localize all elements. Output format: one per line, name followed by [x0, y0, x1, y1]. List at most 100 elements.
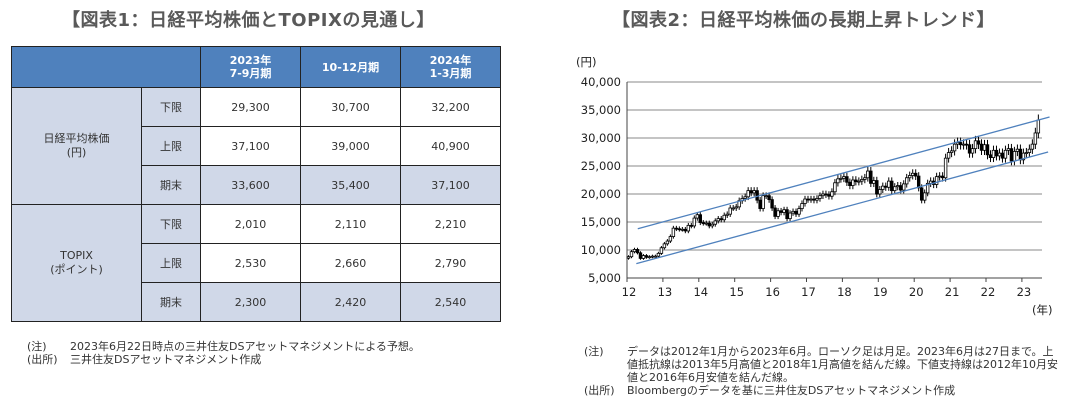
candle-body: [671, 227, 676, 237]
candle-body: [973, 140, 978, 150]
candle-body: [719, 218, 723, 221]
candle-body: [952, 143, 957, 152]
y-tick-label: 5,000: [588, 271, 621, 285]
candle-body: [644, 255, 649, 258]
candle-body: [686, 224, 691, 232]
row-label: 上限: [141, 126, 201, 166]
x-tick-label: 19: [873, 285, 888, 299]
candle-body: [937, 175, 942, 178]
trendline: [636, 151, 1049, 265]
candle-body: [836, 178, 840, 184]
candle-body: [713, 220, 717, 225]
x-tick-label: 12: [622, 285, 637, 299]
table-row: 上限 2,530 2,660 2,790: [12, 243, 501, 283]
note-text: 2023年6月22日時点の三井住友DSアセットマネジメントによる予想。: [70, 340, 420, 353]
header-q3-2023: 2023年 7-9月期: [200, 46, 301, 88]
table-notes: (注) 2023年6月22日時点の三井住友DSアセットマネジメントによる予想。 (…: [27, 340, 420, 366]
candle-body: [731, 207, 735, 210]
candle-body: [650, 255, 655, 258]
candle-body: [761, 195, 765, 209]
candle-body: [863, 177, 867, 180]
table-cell: 2,110: [300, 204, 401, 244]
table-cell: 37,100: [400, 165, 501, 205]
y-tick-label: 30,000: [581, 131, 621, 145]
candle-body: [755, 190, 759, 201]
y-tick-label: 40,000: [581, 75, 621, 89]
candle-body: [869, 170, 873, 184]
x-tick-label: 18: [837, 285, 852, 299]
table-cell: 35,400: [300, 165, 401, 205]
y-tick-label: 10,000: [581, 243, 621, 257]
candle-body: [916, 175, 921, 189]
table-cell: 2,420: [300, 282, 401, 322]
candle-body: [1030, 143, 1035, 150]
candle-body: [1009, 148, 1014, 162]
candle-body: [881, 185, 885, 190]
header-line: 2023年: [229, 54, 272, 67]
candle-body: [842, 176, 846, 179]
table-cell: 2,300: [200, 282, 301, 322]
candle-body: [1003, 149, 1008, 159]
candle-body: [725, 213, 729, 216]
candle-body: [788, 212, 792, 220]
candle-body: [665, 240, 670, 245]
table-cell: 2,790: [400, 243, 501, 283]
candle-body: [701, 222, 705, 224]
note-key: (注): [27, 340, 47, 353]
source-text: Bloombergのデータを基に三井住友DSアセットマネジメント作成: [627, 384, 956, 397]
candle-body: [692, 217, 697, 227]
candle-body: [1000, 152, 1005, 159]
candle-body: [1027, 148, 1032, 153]
table-cell: 32,200: [400, 87, 501, 127]
source-key: (出所): [584, 384, 615, 397]
table-cell: 2,660: [300, 243, 401, 283]
candle-body: [824, 193, 828, 196]
candle-body: [704, 222, 708, 225]
x-tick-label: 15: [729, 285, 744, 299]
candle-body: [908, 175, 912, 179]
candle-body: [913, 172, 918, 177]
outlook-table: 2023年 7-9月期 10-12月期 2024年 1-3月期 日経平均株価 (円) 下…: [11, 46, 501, 322]
x-tick-label: 21: [945, 285, 960, 299]
row-label: 上限: [141, 243, 201, 283]
candle-body: [770, 199, 774, 209]
candle-body: [662, 243, 667, 249]
candle-body: [689, 224, 694, 227]
table-cell: 2,010: [200, 204, 301, 244]
table-cell: 29,300: [200, 87, 301, 127]
group-label: TOPIX (ポイント): [11, 204, 142, 322]
candle-body: [752, 190, 756, 194]
trendline: [637, 116, 1050, 230]
candle-body: [1036, 119, 1041, 134]
candle-body: [911, 172, 915, 176]
row-label: 期末: [141, 165, 201, 205]
candle-body: [809, 198, 813, 201]
table-cell: 2,540: [400, 282, 501, 322]
candle-body: [925, 182, 930, 194]
candle-body: [764, 195, 768, 198]
candle-body: [743, 196, 747, 199]
y-tick-label: 25,000: [581, 159, 621, 173]
candle-body: [979, 143, 984, 151]
candle-body: [791, 210, 795, 214]
candle-body: [976, 140, 981, 145]
x-tick-label: 16: [765, 285, 780, 299]
candle-body: [746, 190, 750, 198]
candle-body: [638, 252, 643, 259]
table-row: 日経平均株価 (円) 下限 29,300 30,700 32,200: [11, 87, 501, 205]
table-cell: 30,700: [300, 87, 401, 127]
candle-body: [902, 183, 906, 191]
chart-title: 【図表2：日経平均株価の長期上昇トレンド】: [612, 10, 996, 31]
row-label: 下限: [141, 204, 201, 244]
table-header-row: 2023年 7-9月期 10-12月期 2024年 1-3月期: [11, 46, 501, 88]
candle-body: [716, 218, 720, 222]
x-tick-label: 23: [1017, 285, 1032, 299]
candle-body: [641, 255, 646, 259]
candle-body: [934, 176, 939, 185]
candle-body: [806, 198, 810, 201]
note-key: (注): [584, 345, 604, 358]
candle-body: [632, 249, 637, 253]
candle-body: [967, 144, 972, 154]
candle-body: [961, 143, 966, 146]
candle-body: [767, 195, 771, 200]
